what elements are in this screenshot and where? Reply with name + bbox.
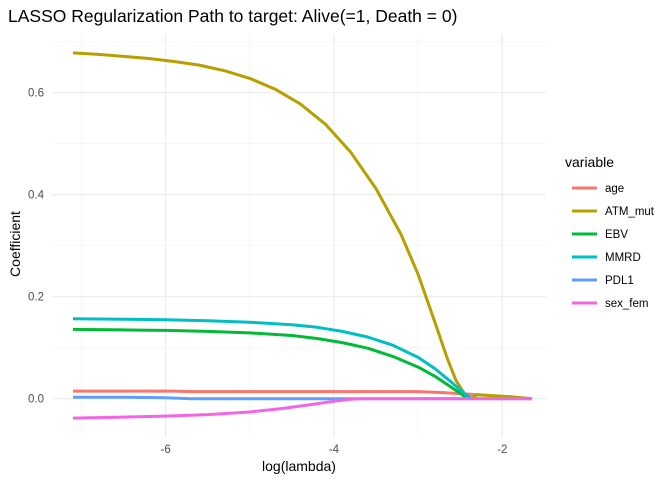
grid	[52, 34, 546, 437]
legend-item: EBV	[572, 229, 628, 241]
legend-label: EBV	[605, 229, 628, 241]
legend-item: ATM_mut	[572, 206, 655, 218]
x-tick-label: -4	[329, 444, 340, 456]
series-line-mmrd	[72, 317, 473, 400]
legend-label: ATM_mut	[605, 206, 655, 218]
x-axis-ticks: -6 -4 -2	[160, 444, 507, 456]
series-lines	[72, 51, 532, 420]
legend-item: MMRD	[572, 252, 641, 264]
y-axis-label: Coefficient	[7, 211, 23, 277]
y-tick-label: 0.2	[28, 292, 44, 304]
chart-title: LASSO Regularization Path to target: Ali…	[8, 6, 457, 26]
legend-label: MMRD	[605, 252, 641, 264]
series-line-atm-mut	[72, 51, 532, 401]
x-tick-label: -6	[160, 444, 170, 456]
series-line-sex-fem	[72, 397, 532, 420]
y-tick-label: 0.4	[28, 190, 45, 202]
legend-item: sex_fem	[572, 298, 648, 310]
x-axis-label: log(lambda)	[262, 458, 336, 474]
legend-label: PDL1	[605, 275, 634, 287]
y-tick-label: 0.6	[28, 88, 44, 100]
x-tick-label: -2	[497, 444, 507, 456]
y-tick-label: 0.0	[28, 394, 44, 406]
series-line-ebv	[72, 327, 471, 401]
legend-label: sex_fem	[605, 298, 648, 310]
legend-label: age	[605, 183, 624, 195]
y-axis-ticks: 0.0 0.2 0.4 0.6	[28, 88, 45, 406]
legend-item: age	[572, 183, 624, 195]
legend: variable age ATM_mut EBV MMRD PDL1 sex_fem	[565, 154, 655, 310]
legend-item: PDL1	[572, 275, 634, 287]
legend-title: variable	[565, 154, 614, 170]
